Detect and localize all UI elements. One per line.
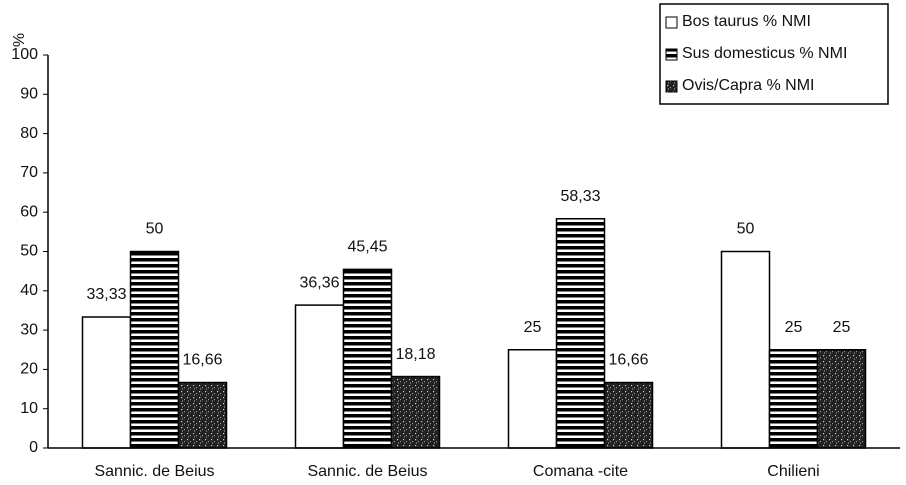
value-label: 25 bbox=[833, 319, 851, 336]
bar bbox=[768, 349, 819, 449]
y-tick-label: 50 bbox=[20, 243, 38, 260]
value-label: 58,33 bbox=[560, 188, 600, 205]
legend-label: Ovis/Capra % NMI bbox=[682, 77, 814, 94]
value-label: 36,36 bbox=[299, 274, 339, 291]
bar bbox=[294, 304, 345, 449]
bar bbox=[81, 316, 132, 449]
value-label: 16,66 bbox=[608, 352, 648, 369]
bar bbox=[177, 381, 228, 449]
bar bbox=[816, 349, 867, 449]
y-tick-label: 80 bbox=[20, 125, 38, 142]
y-tick-label: 0 bbox=[29, 439, 38, 456]
bar bbox=[129, 250, 180, 449]
bar bbox=[555, 218, 606, 449]
y-tick-label: 10 bbox=[20, 400, 38, 417]
value-label: 16,66 bbox=[182, 352, 222, 369]
x-tick-label: Comana -cite bbox=[533, 463, 628, 480]
y-tick-label: 40 bbox=[20, 282, 38, 299]
value-label: 25 bbox=[524, 319, 542, 336]
y-tick-label: 70 bbox=[20, 164, 38, 181]
legend-swatch bbox=[665, 48, 678, 61]
y-tick-label: 20 bbox=[20, 361, 38, 378]
legend-label: Bos taurus % NMI bbox=[682, 13, 811, 30]
y-tick-label: 100 bbox=[11, 46, 38, 63]
value-label: 25 bbox=[785, 319, 803, 336]
bar bbox=[507, 349, 558, 449]
bar bbox=[342, 268, 393, 449]
value-label: 50 bbox=[146, 221, 164, 238]
legend-swatch bbox=[665, 16, 678, 29]
legend-swatch bbox=[665, 80, 678, 93]
value-label: 45,45 bbox=[347, 239, 387, 256]
value-label: 33,33 bbox=[86, 286, 126, 303]
bar bbox=[720, 250, 771, 449]
legend-label: Sus domesticus % NMI bbox=[682, 45, 847, 62]
y-axis-label: % bbox=[11, 33, 28, 47]
legend-box bbox=[659, 3, 889, 105]
y-tick-label: 60 bbox=[20, 203, 38, 220]
x-tick-label: Chilieni bbox=[767, 463, 819, 480]
bar bbox=[603, 381, 654, 449]
x-tick-label: Sannic. de Beius bbox=[94, 463, 214, 480]
value-label: 18,18 bbox=[395, 346, 435, 363]
x-tick-label: Sannic. de Beius bbox=[307, 463, 427, 480]
value-label: 50 bbox=[737, 221, 755, 238]
y-tick-label: 90 bbox=[20, 86, 38, 103]
y-tick-label: 30 bbox=[20, 321, 38, 338]
bar bbox=[390, 375, 441, 449]
